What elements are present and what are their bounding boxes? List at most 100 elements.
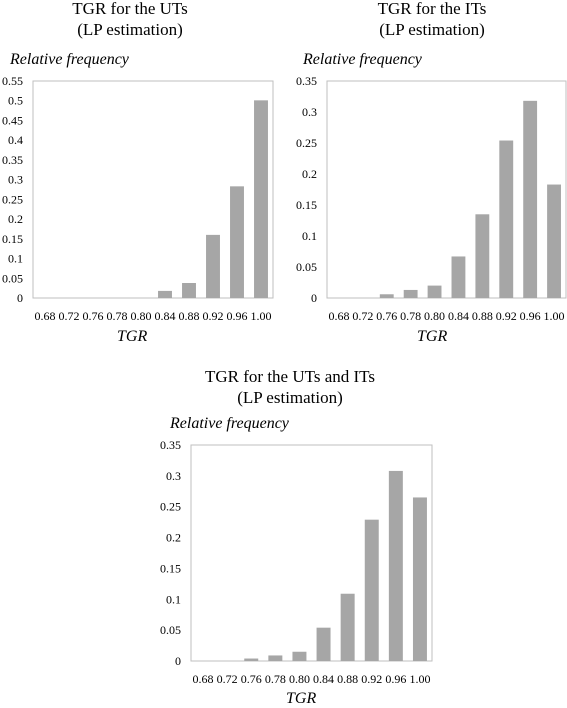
x-tick-label: 0.72 xyxy=(217,672,238,686)
plot-frame xyxy=(32,80,274,299)
chart-2-xlabel: TGR xyxy=(417,328,448,345)
y-tick-label: 0.15 xyxy=(160,561,181,575)
chart-1-title-line1: TGR for the UTs xyxy=(72,0,188,18)
bar-0.78 xyxy=(403,289,418,298)
y-tick-label: 0.3 xyxy=(8,173,23,187)
y-tick-label: 0.55 xyxy=(2,74,23,88)
x-tick-label: 0.78 xyxy=(400,309,421,323)
y-tick-label: 0.05 xyxy=(2,271,23,285)
x-tick-label: 0.76 xyxy=(241,672,262,686)
y-tick-label: 0.2 xyxy=(302,167,317,181)
x-tick-label: 0.80 xyxy=(289,672,310,686)
x-tick-label: 0.80 xyxy=(131,309,152,323)
y-tick-label: 0.35 xyxy=(160,438,181,452)
bar-0.88 xyxy=(182,283,196,298)
y-tick-label: 0.3 xyxy=(302,105,317,119)
x-tick-label: 0.72 xyxy=(59,309,80,323)
chart-2-ylabel: Relative frequency xyxy=(303,51,422,68)
y-tick-label: 0.25 xyxy=(160,500,181,514)
x-tick-label: 0.76 xyxy=(83,309,104,323)
x-tick-label: 0.68 xyxy=(193,672,214,686)
bar-0.84 xyxy=(158,290,172,298)
x-tick-label: 0.84 xyxy=(313,672,334,686)
x-tick-label: 0.68 xyxy=(35,309,56,323)
chart-3-title-line1: TGR for the UTs and ITs xyxy=(205,367,375,386)
chart-2-title-line2: (LP estimation) xyxy=(379,20,485,39)
bar-0.76 xyxy=(379,294,394,298)
bar-1.00 xyxy=(254,100,268,298)
y-tick-label: 0.45 xyxy=(2,113,23,127)
bar-0.96 xyxy=(388,470,403,661)
x-tick-label: 0.84 xyxy=(448,309,469,323)
y-tick-label: 0.1 xyxy=(166,592,181,606)
x-tick-label: 0.96 xyxy=(227,309,248,323)
y-tick-label: 0.35 xyxy=(2,153,23,167)
y-tick-label: 0 xyxy=(311,291,317,305)
chart-2-plot: 00.050.10.150.20.250.30.350.68 0.72 0.76 0.… xyxy=(296,74,567,323)
x-tick-label: 0.92 xyxy=(496,309,517,323)
bar-0.92 xyxy=(364,519,379,661)
bar-0.80 xyxy=(427,285,442,298)
bar-0.92 xyxy=(499,140,514,298)
bar-0.88 xyxy=(475,214,490,298)
bar-0.88 xyxy=(340,593,355,661)
y-tick-label: 0.15 xyxy=(296,198,317,212)
bar-0.84 xyxy=(451,256,466,298)
x-tick-label: 0.88 xyxy=(472,309,493,323)
bar-0.96 xyxy=(230,186,244,298)
chart-3-xlabel: TGR xyxy=(286,690,317,707)
bar-0.78 xyxy=(268,655,283,661)
x-tick-label: 0.88 xyxy=(337,672,358,686)
bar-1.00 xyxy=(412,497,427,661)
y-tick-label: 0.35 xyxy=(296,74,317,88)
y-tick-label: 0 xyxy=(17,291,23,305)
chart-1-xlabel: TGR xyxy=(117,328,148,345)
plot-frame xyxy=(326,80,567,299)
x-tick-label: 1.00 xyxy=(409,672,430,686)
bar-1.00 xyxy=(547,184,561,298)
bar-0.76 xyxy=(244,658,259,661)
x-tick-label: 0.88 xyxy=(179,309,200,323)
chart-1-ylabel: Relative frequency xyxy=(10,51,129,68)
x-tick-label: 0.96 xyxy=(520,309,541,323)
chart-2-title: TGR for the ITs (LP estimation) xyxy=(362,0,502,40)
y-tick-label: 0.1 xyxy=(302,229,317,243)
y-tick-label: 0.3 xyxy=(166,469,181,483)
bar-0.84 xyxy=(316,627,331,661)
y-tick-label: 0.2 xyxy=(8,212,23,226)
chart-1-plot: 0 0.05 0.1 0.15 0.2 0.25 0.3 0.35 0.4 0.45 0.5 0.55… xyxy=(2,74,274,323)
x-tick-label: 0.68 xyxy=(328,309,349,323)
y-tick-label: 0.5 xyxy=(8,94,23,108)
y-tick-label: 0.25 xyxy=(296,136,317,150)
x-tick-label: 0.78 xyxy=(265,672,286,686)
chart-1-title: TGR for the UTs (LP estimation) xyxy=(60,0,200,40)
y-tick-label: 0 xyxy=(175,654,181,668)
chart-3-title: TGR for the UTs and ITs (LP estimation) xyxy=(195,366,385,408)
y-tick-label: 0.05 xyxy=(296,260,317,274)
y-tick-label: 0.15 xyxy=(2,232,23,246)
bar-0.96 xyxy=(523,100,538,298)
x-tick-label: 1.00 xyxy=(251,309,272,323)
plot-frame xyxy=(190,444,433,662)
chart-3-title-line2: (LP estimation) xyxy=(237,388,343,407)
x-tick-label: 0.92 xyxy=(203,309,224,323)
x-tick-label: 0.80 xyxy=(424,309,445,323)
x-tick-label: 0.92 xyxy=(361,672,382,686)
chart-2-title-line1: TGR for the ITs xyxy=(377,0,487,18)
x-tick-label: 0.96 xyxy=(385,672,406,686)
x-tick-label: 0.78 xyxy=(107,309,128,323)
x-tick-label: 0.84 xyxy=(155,309,176,323)
y-tick-label: 0.25 xyxy=(2,192,23,206)
x-tick-label: 0.72 xyxy=(352,309,373,323)
y-tick-label: 0.05 xyxy=(160,623,181,637)
y-tick-label: 0.2 xyxy=(166,531,181,545)
bar-0.92 xyxy=(206,234,220,298)
chart-3-ylabel: Relative frequency xyxy=(170,415,289,432)
chart-1-title-line2: (LP estimation) xyxy=(77,20,183,39)
x-tick-label: 0.76 xyxy=(376,309,397,323)
y-tick-label: 0.4 xyxy=(8,133,23,147)
y-tick-label: 0.1 xyxy=(8,252,23,266)
bar-0.80 xyxy=(292,651,307,661)
x-tick-label: 1.00 xyxy=(544,309,565,323)
